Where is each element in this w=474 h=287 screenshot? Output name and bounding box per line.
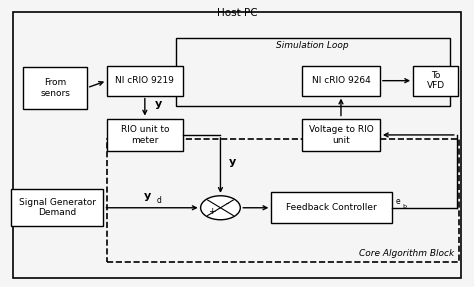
Text: Signal Generator
Demand: Signal Generator Demand	[19, 198, 96, 218]
Text: NI cRIO 9219: NI cRIO 9219	[115, 76, 174, 85]
Bar	[175, 38, 450, 106]
Text: NI cRIO 9264: NI cRIO 9264	[311, 76, 370, 85]
Bar	[11, 189, 103, 226]
Text: e: e	[396, 197, 400, 206]
Text: Core Algorithm Block: Core Algorithm Block	[359, 249, 455, 258]
Text: b: b	[402, 204, 406, 209]
Bar	[302, 119, 380, 151]
Text: y: y	[229, 158, 236, 168]
Text: Feedback Controller: Feedback Controller	[286, 203, 377, 212]
Circle shape	[201, 196, 240, 220]
Bar	[271, 192, 392, 224]
Text: From
senors: From senors	[40, 78, 70, 98]
Text: To
VFD: To VFD	[427, 71, 445, 90]
Text: d: d	[157, 196, 162, 205]
Bar	[107, 119, 182, 151]
Text: y: y	[155, 99, 163, 109]
Bar	[23, 67, 87, 108]
Bar	[413, 66, 458, 96]
Text: Voltage to RIO
unit: Voltage to RIO unit	[309, 125, 374, 145]
Text: y: y	[144, 191, 151, 201]
Bar	[107, 66, 182, 96]
Text: -: -	[226, 199, 229, 208]
Bar	[302, 66, 380, 96]
Text: RIO unit to
meter: RIO unit to meter	[120, 125, 169, 145]
Text: +: +	[208, 208, 215, 216]
Text: Simulation Loop: Simulation Loop	[276, 41, 349, 50]
Bar	[107, 139, 459, 262]
Text: Host PC: Host PC	[217, 8, 257, 18]
